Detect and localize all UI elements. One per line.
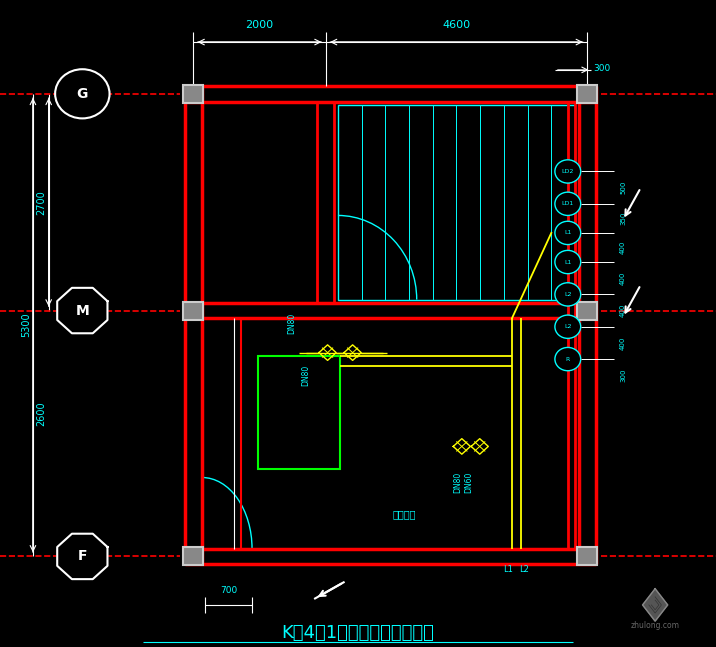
Text: 5300: 5300 (21, 313, 31, 338)
Bar (577, 85, 597, 103)
Text: 350: 350 (620, 212, 626, 225)
Text: LD2: LD2 (561, 169, 574, 174)
Text: 空调机房: 空调机房 (393, 509, 416, 520)
Text: 400: 400 (620, 336, 626, 349)
Circle shape (55, 69, 110, 118)
Polygon shape (57, 534, 107, 579)
Text: L2: L2 (564, 324, 571, 329)
Text: 4600: 4600 (442, 21, 470, 30)
Text: 2700: 2700 (37, 190, 47, 215)
Text: L2: L2 (519, 565, 529, 574)
Text: 400: 400 (620, 304, 626, 317)
Circle shape (555, 221, 581, 245)
Circle shape (555, 160, 581, 183)
Text: G: G (77, 87, 88, 101)
Bar (183, 547, 203, 565)
Text: L2: L2 (564, 292, 571, 297)
Bar (258, 356, 340, 469)
Text: 2600: 2600 (37, 402, 47, 426)
Polygon shape (57, 288, 107, 333)
Text: K－4－1空调机房水管平面图: K－4－1空调机房水管平面图 (281, 624, 435, 642)
Circle shape (555, 315, 581, 338)
Circle shape (555, 283, 581, 306)
Text: DN80: DN80 (454, 472, 463, 492)
Bar (183, 85, 203, 103)
Text: 2000: 2000 (246, 21, 274, 30)
Circle shape (555, 250, 581, 274)
Text: 500: 500 (620, 181, 626, 194)
Bar (577, 302, 597, 320)
Circle shape (555, 347, 581, 371)
Text: 400: 400 (620, 241, 626, 254)
Text: L1: L1 (564, 259, 571, 265)
Bar (577, 547, 597, 565)
Text: DN60: DN60 (465, 471, 473, 493)
Polygon shape (643, 589, 667, 621)
Text: DN80: DN80 (287, 313, 296, 334)
Text: R: R (566, 356, 570, 362)
Text: M: M (75, 303, 90, 318)
Bar (183, 302, 203, 320)
Text: DN80: DN80 (301, 365, 311, 386)
Text: L1: L1 (564, 230, 571, 236)
Text: F: F (77, 549, 87, 564)
Text: 400: 400 (620, 272, 626, 285)
Text: LD1: LD1 (561, 201, 574, 206)
Text: L1: L1 (503, 565, 513, 574)
Bar (338, 105, 575, 300)
Circle shape (555, 192, 581, 215)
Text: 300: 300 (620, 369, 626, 382)
Text: 300: 300 (593, 64, 610, 73)
Text: 700: 700 (220, 586, 238, 595)
Text: zhulong.com: zhulong.com (631, 621, 679, 630)
